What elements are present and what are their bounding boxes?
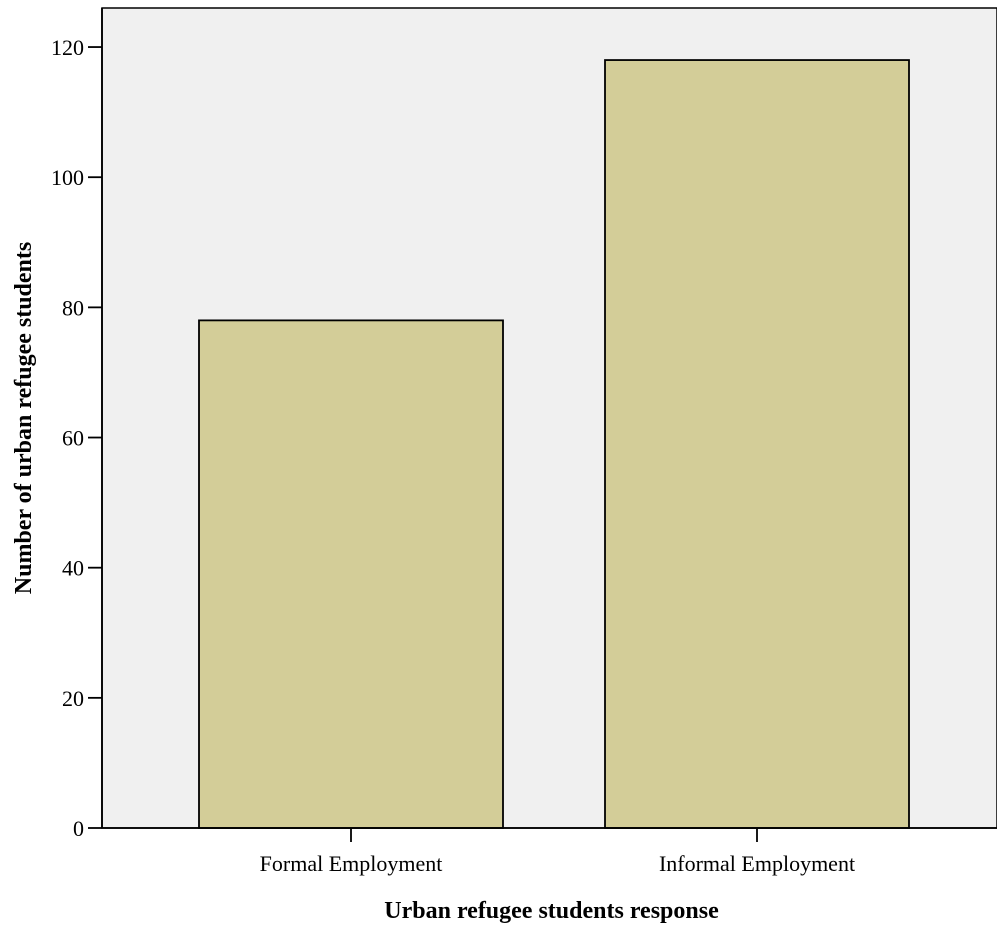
y-axis-title: Number of urban refugee students: [11, 242, 37, 594]
x-axis-ticks: Formal Employment Informal Employment: [260, 828, 855, 876]
y-tick-label: 60: [62, 426, 84, 451]
x-axis-title: Urban refugee students response: [384, 898, 719, 924]
x-tick-label: Informal Employment: [659, 851, 855, 876]
y-tick-label: 0: [73, 816, 84, 841]
bar-formal-employment: [198, 319, 504, 829]
y-tick-label: 100: [51, 165, 84, 190]
y-tick-label: 120: [51, 35, 84, 60]
y-tick-label: 80: [62, 295, 84, 320]
x-tick-label: Formal Employment: [260, 851, 443, 876]
y-tick-label: 20: [62, 686, 84, 711]
y-tick-label: 40: [62, 556, 84, 581]
y-axis-ticks: 0 20 40 60 80 100 120: [51, 35, 102, 841]
axes: [101, 8, 997, 829]
bar-informal-employment: [604, 59, 910, 829]
